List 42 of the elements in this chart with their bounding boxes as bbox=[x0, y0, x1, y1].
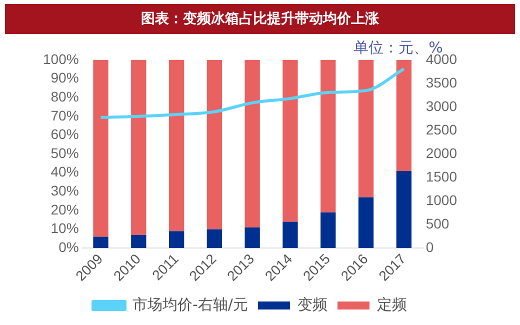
chart-title: 图表：变频冰箱占比提升带动均价上涨 bbox=[5, 4, 515, 34]
y-tick-label: 60% bbox=[50, 126, 79, 142]
line-series bbox=[99, 67, 406, 119]
bar bbox=[358, 197, 374, 248]
y2-tick-label: 1000 bbox=[426, 192, 458, 208]
y-tick-label: 10% bbox=[50, 220, 79, 236]
bar bbox=[320, 212, 336, 248]
bar bbox=[320, 60, 336, 212]
y2-tick-label: 2500 bbox=[426, 121, 458, 138]
legend-label: 变频 bbox=[297, 295, 328, 314]
bar bbox=[93, 236, 108, 248]
y2-tick-label: 500 bbox=[426, 215, 450, 232]
bar bbox=[358, 60, 374, 198]
y-tick-label: 20% bbox=[50, 201, 79, 218]
y-tick-label: 80% bbox=[50, 88, 79, 104]
y-tick-label: 70% bbox=[50, 107, 79, 124]
y2-tick-label: 0 bbox=[426, 238, 434, 255]
y-tick-label: 50% bbox=[50, 144, 79, 161]
bar bbox=[396, 60, 412, 171]
bar bbox=[93, 60, 108, 237]
y2-tick-label: 2000 bbox=[426, 144, 458, 161]
bar bbox=[282, 222, 298, 248]
bar bbox=[396, 170, 412, 248]
y-tick-label: 90% bbox=[50, 70, 79, 86]
bar bbox=[206, 60, 222, 230]
y2-tick-label: 3500 bbox=[426, 74, 458, 90]
legend-label: 定频 bbox=[376, 295, 407, 314]
y-tick-label: 30% bbox=[50, 182, 79, 199]
legend-label: 市场均价-右轴/元 bbox=[132, 295, 248, 314]
bar bbox=[244, 227, 260, 248]
bar bbox=[131, 60, 146, 235]
y-tick-label: 100% bbox=[42, 50, 79, 67]
bar bbox=[168, 60, 184, 232]
bar bbox=[244, 60, 260, 228]
y2-tick-label: 1500 bbox=[426, 168, 458, 184]
bar bbox=[206, 229, 222, 248]
y-tick-label: 40% bbox=[50, 164, 79, 180]
y2-tick-label: 3000 bbox=[426, 98, 458, 114]
bar bbox=[131, 234, 146, 248]
bar bbox=[168, 231, 184, 248]
y-tick-label: 0% bbox=[58, 238, 79, 255]
bar bbox=[282, 60, 298, 222]
